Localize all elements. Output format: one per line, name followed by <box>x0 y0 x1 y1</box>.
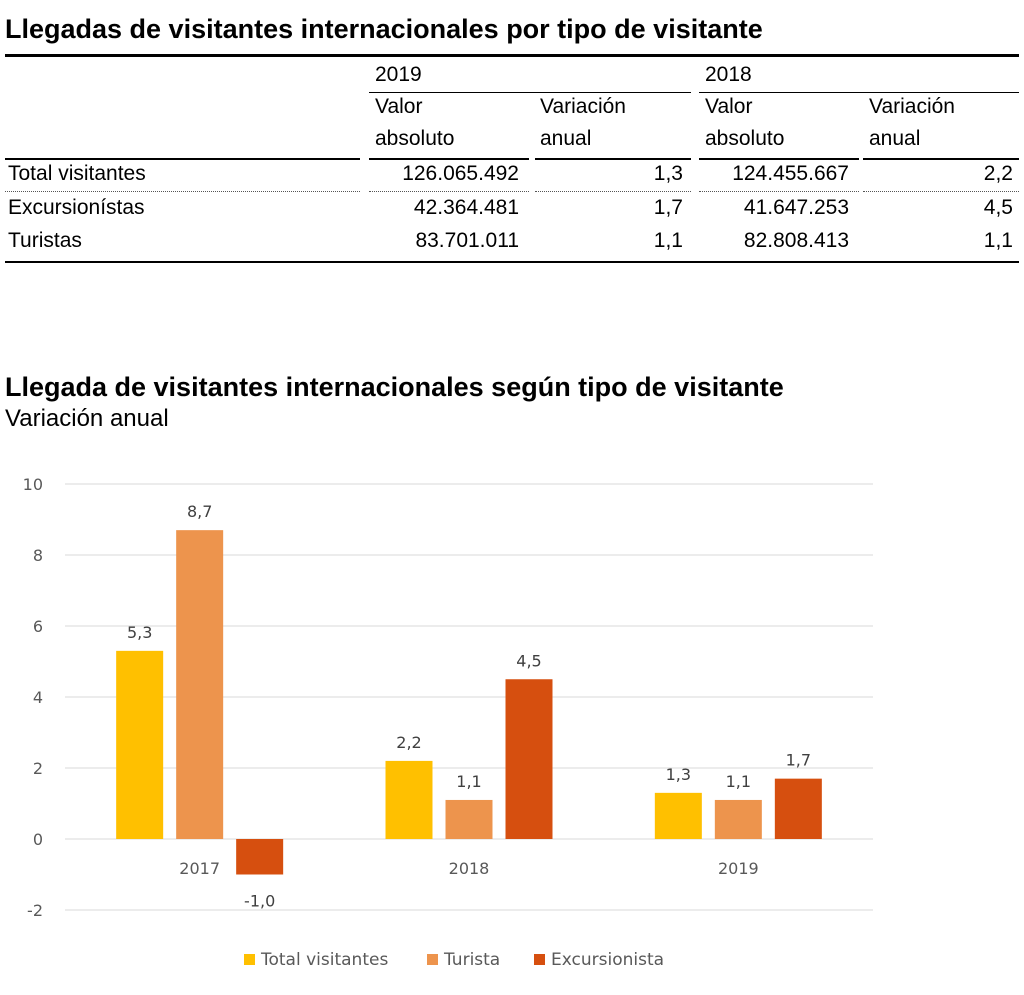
data-label: 1,1 <box>726 772 751 791</box>
chart-subtitle: Variación anual <box>5 405 169 432</box>
y-tick-label: 6 <box>33 617 43 636</box>
cell-total-v2019: 126.065.492 <box>402 162 519 185</box>
legend-swatch-turista <box>427 954 438 965</box>
col-valor-2018-l2: absoluto <box>705 127 785 150</box>
header-rule <box>863 158 1019 160</box>
row-label-excursionistas: Excursionístas <box>8 196 145 219</box>
header-rule <box>699 158 859 160</box>
bar-turista-2018 <box>445 799 493 839</box>
y-tick-label: -2 <box>27 901 43 920</box>
y-tick-label: 4 <box>33 688 43 707</box>
year-underline-2019 <box>369 92 691 93</box>
data-label: 1,1 <box>456 772 481 791</box>
col-var-2019-l2: anual <box>540 127 592 150</box>
visitors-table: 2019 2018 Valor absoluto Variación anual… <box>5 54 1019 263</box>
col-var-2018-l1: Variación <box>869 95 955 118</box>
header-rule <box>5 158 360 160</box>
cell-exc-v2018: 41.647.253 <box>743 196 849 219</box>
cell-tur-v2019: 83.701.011 <box>415 229 519 252</box>
y-tick-label: 2 <box>33 759 43 778</box>
col-var-2019-l1: Variación <box>540 95 626 118</box>
y-tick-label: 10 <box>23 475 43 494</box>
year-header-2019: 2019 <box>375 63 422 86</box>
cell-tur-var2019: 1,1 <box>653 229 683 252</box>
data-label: 8,7 <box>187 502 212 521</box>
cell-exc-var2019: 1,7 <box>653 196 683 219</box>
bar-total-visitantes-2019 <box>654 792 702 839</box>
row-divider <box>699 191 859 192</box>
col-var-2018-l2: anual <box>869 127 921 150</box>
cell-exc-var2018: 4,5 <box>983 196 1013 219</box>
data-label: 5,3 <box>127 623 152 642</box>
legend-label-excursionista: Excursionista <box>551 950 665 970</box>
col-valor-2018-l1: Valor <box>705 95 753 118</box>
data-label: -1,0 <box>244 892 275 911</box>
cell-exc-v2019: 42.364.481 <box>413 196 519 219</box>
legend-label-turista: Turista <box>444 950 501 970</box>
header-rule <box>369 158 529 160</box>
x-tick-label: 2019 <box>718 859 759 878</box>
chart-title: Llegada de visitantes internacionales se… <box>5 372 784 402</box>
bar-total-visitantes-2017 <box>116 650 164 839</box>
bar-turista-2019 <box>714 799 762 839</box>
bar-excursionista-2019 <box>774 778 822 839</box>
col-valor-2019-l2: absoluto <box>375 127 455 150</box>
row-divider <box>5 191 360 192</box>
row-label-total: Total visitantes <box>8 162 146 185</box>
x-tick-label: 2017 <box>179 859 220 878</box>
year-underline-2018 <box>699 92 1019 93</box>
data-label: 1,3 <box>666 765 691 784</box>
y-tick-label: 0 <box>33 830 43 849</box>
legend-label-total: Total visitantes <box>261 950 389 970</box>
data-label: 4,5 <box>516 651 541 670</box>
legend-swatch-excursionista <box>534 954 545 965</box>
bar-chart: -2 0 2 4 6 8 10 5,3 8,7 -1,0 2017 2,2 1,1 4,5 2018 1,3 1… <box>23 475 873 920</box>
cell-total-v2018: 124.455.667 <box>732 162 849 185</box>
header-rule <box>535 158 691 160</box>
chart-legend: Total visitantes Turista Excursionista <box>0 946 900 974</box>
cell-total-var2019: 1,3 <box>653 162 683 185</box>
data-label: 1,7 <box>786 751 811 770</box>
cell-total-var2018: 2,2 <box>983 162 1013 185</box>
year-header-2018: 2018 <box>705 63 752 86</box>
col-valor-2019-l1: Valor <box>375 95 423 118</box>
row-divider <box>369 191 529 192</box>
bar-excursionista-2017 <box>236 839 284 875</box>
cell-tur-var2018: 1,1 <box>983 229 1013 252</box>
bar-excursionista-2018 <box>505 679 553 839</box>
bar-turista-2017 <box>176 530 224 839</box>
y-tick-label: 8 <box>33 546 43 565</box>
row-divider <box>863 191 1019 192</box>
table-title: Llegadas de visitantes internacionales p… <box>5 14 763 44</box>
cell-tur-v2018: 82.808.413 <box>743 229 849 252</box>
data-label: 2,2 <box>396 733 421 752</box>
legend-swatch-total <box>244 954 255 965</box>
row-divider <box>535 191 691 192</box>
row-label-turistas: Turistas <box>8 229 82 252</box>
x-tick-label: 2018 <box>449 859 490 878</box>
bar-total-visitantes-2018 <box>385 760 433 839</box>
